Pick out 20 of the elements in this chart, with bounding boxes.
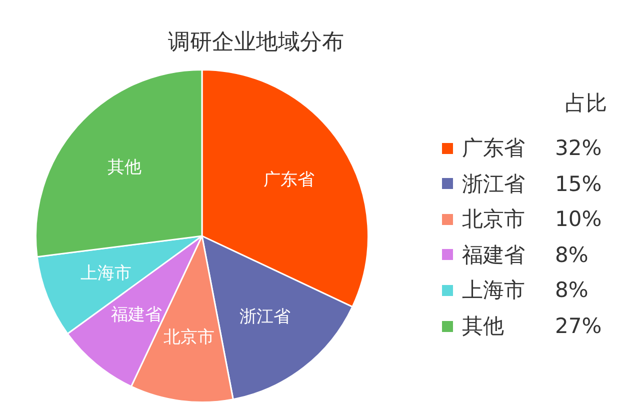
legend-label: 浙江省 — [462, 170, 526, 198]
legend-title: 占比 — [565, 90, 607, 117]
slice-label: 北京市 — [164, 328, 215, 348]
legend-label: 其他 — [462, 313, 505, 340]
data-label: 8% — [555, 277, 588, 304]
chart-title: 调研企业地域分布 — [167, 29, 345, 57]
slice-label: 福建省 — [110, 304, 162, 325]
data-label: 8% — [555, 242, 588, 269]
slice-label: 浙江省 — [240, 306, 291, 327]
legend-label: 北京市 — [462, 206, 526, 234]
legend-label: 上海市 — [462, 277, 526, 304]
legend-label: 福建省 — [462, 242, 526, 269]
slice-label: 其他 — [108, 157, 142, 178]
legend-label: 广东省 — [462, 135, 526, 162]
slice-label: 上海市 — [80, 263, 132, 284]
data-label: 32% — [555, 135, 602, 162]
data-label: 27% — [555, 313, 602, 340]
data-label: 10% — [555, 206, 602, 234]
data-label: 15% — [555, 170, 602, 198]
slice-label: 广东省 — [264, 170, 315, 190]
